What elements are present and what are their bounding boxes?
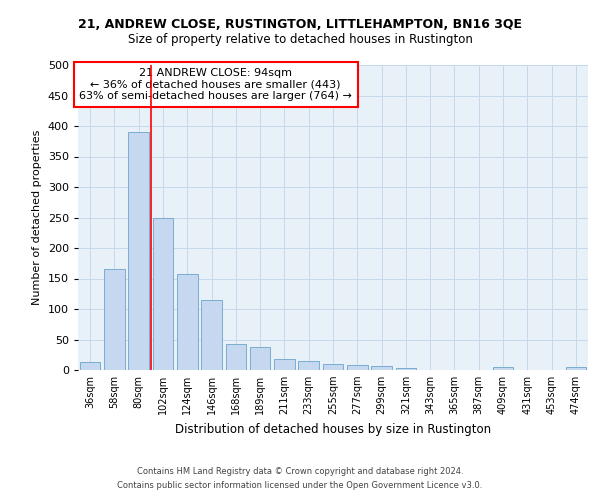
Bar	[250, 347, 271, 370]
Bar	[566, 367, 586, 370]
Bar	[323, 364, 343, 370]
Bar	[274, 359, 295, 370]
Bar	[347, 365, 368, 370]
Text: Contains public sector information licensed under the Open Government Licence v3: Contains public sector information licen…	[118, 481, 482, 490]
Bar	[371, 366, 392, 370]
Bar	[177, 274, 197, 370]
Text: 21, ANDREW CLOSE, RUSTINGTON, LITTLEHAMPTON, BN16 3QE: 21, ANDREW CLOSE, RUSTINGTON, LITTLEHAMP…	[78, 18, 522, 30]
Bar	[104, 268, 125, 370]
Bar	[152, 218, 173, 370]
Text: Contains HM Land Registry data © Crown copyright and database right 2024.: Contains HM Land Registry data © Crown c…	[137, 467, 463, 476]
Y-axis label: Number of detached properties: Number of detached properties	[32, 130, 42, 305]
Bar	[128, 132, 149, 370]
Text: 21 ANDREW CLOSE: 94sqm
← 36% of detached houses are smaller (443)
63% of semi-de: 21 ANDREW CLOSE: 94sqm ← 36% of detached…	[79, 68, 352, 101]
Bar	[493, 367, 514, 370]
Bar	[80, 362, 100, 370]
Bar	[201, 300, 222, 370]
Bar	[298, 361, 319, 370]
Text: Size of property relative to detached houses in Rustington: Size of property relative to detached ho…	[128, 32, 472, 46]
Bar	[226, 344, 246, 370]
X-axis label: Distribution of detached houses by size in Rustington: Distribution of detached houses by size …	[175, 422, 491, 436]
Bar	[395, 368, 416, 370]
